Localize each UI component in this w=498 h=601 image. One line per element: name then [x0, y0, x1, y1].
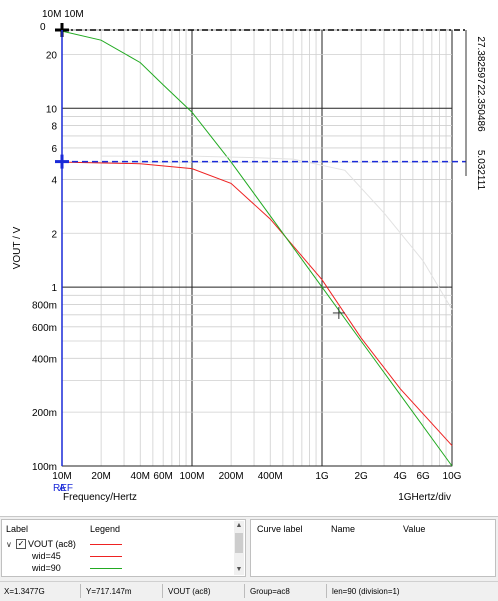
x-tick-label: 2G: [354, 471, 368, 482]
legend-line-icon: [90, 544, 122, 545]
x-tick-label: 10G: [443, 471, 462, 482]
y-tick-label: 600m: [32, 323, 57, 334]
a-marker-label: A: [59, 483, 66, 494]
chevron-down-icon[interactable]: ∨: [6, 539, 12, 549]
measure-ref: 27.382597: [475, 36, 486, 84]
status-group: Group=ac8: [250, 587, 290, 596]
legend-item-label: wid=45: [32, 551, 61, 561]
waveform-plot[interactable]: 10M 20M 40M 60M 100M 200M 400M 1G 2G 4G 6G 10G 100m 2…: [0, 0, 498, 516]
y-tick-label: 20: [46, 50, 58, 61]
status-len: len=90 (division=1): [332, 587, 400, 596]
scroll-up-icon[interactable]: ▲: [235, 522, 243, 529]
legend-item-label: wid=90: [32, 563, 61, 573]
curve-table-col-label: Curve label: [257, 524, 303, 534]
top-zero-label: 0: [40, 22, 46, 33]
x-tick-label: 400M: [258, 471, 283, 482]
status-separator: [162, 584, 163, 598]
status-separator: [326, 584, 327, 598]
curve-wid-90: [61, 30, 453, 467]
x-tick-label: 200M: [219, 471, 244, 482]
status-separator: [80, 584, 81, 598]
top-time-label: 10M 10M: [42, 9, 84, 20]
x-tick-label: 20M: [91, 471, 110, 482]
curve-table-col-value: Value: [403, 524, 426, 534]
x-tick-label: 1G: [315, 471, 329, 482]
checkbox-icon[interactable]: ✓: [16, 539, 26, 549]
status-signal: VOUT (ac8): [168, 587, 211, 596]
status-y: Y=717.147m: [86, 587, 132, 596]
y-tick-label: 1: [51, 283, 57, 294]
waveform-plot-window[interactable]: 10M 20M 40M 60M 100M 200M 400M 1G 2G 4G 6G 10G 100m 2…: [0, 0, 498, 517]
curve-table[interactable]: Curve label Name Value: [250, 519, 496, 577]
curve-wid-45: [61, 161, 453, 446]
status-separator: [244, 584, 245, 598]
measure-a: 5.032111: [475, 150, 486, 191]
x-tick-label: 4G: [394, 471, 408, 482]
legend-item[interactable]: wid=45: [32, 550, 61, 562]
plot-area[interactable]: [61, 29, 453, 467]
legend-panel[interactable]: Label Legend ∨ ✓ VOUT (ac8) wid=45 wid=9…: [1, 519, 246, 577]
status-bar: X=1.3477G Y=717.147m VOUT (ac8) Group=ac…: [0, 581, 498, 601]
legend-scrollbar[interactable]: ▲ ▼: [234, 521, 244, 575]
x-tick-label: 10M: [52, 471, 71, 482]
ghost-curve: [101, 155, 453, 310]
ref-marker-label: REF: [53, 483, 73, 494]
legend-line-icon: [90, 568, 122, 569]
y-tick-label: 100m: [32, 462, 57, 473]
scroll-down-icon[interactable]: ▼: [235, 566, 243, 573]
curve-table-col-name: Name: [331, 524, 356, 534]
bottom-pane: Label Legend ∨ ✓ VOUT (ac8) wid=45 wid=9…: [0, 517, 498, 579]
y-tick-label: 10: [46, 104, 58, 115]
legend-line-icon: [90, 556, 122, 557]
legend-header-label: Label: [6, 524, 29, 534]
y-tick-label: 8: [51, 122, 57, 133]
x-tick-label: 100M: [179, 471, 204, 482]
y-tick-label: 200m: [32, 408, 57, 419]
legend-root-row[interactable]: ∨ ✓ VOUT (ac8): [6, 538, 76, 550]
legend-item[interactable]: wid=90: [32, 562, 61, 574]
x-tick-label: 6G: [416, 471, 430, 482]
x-div-label: 1GHertz/div: [398, 492, 451, 503]
x-axis-title: Frequency/Hertz: [63, 492, 137, 503]
legend-header-legend: Legend: [90, 524, 121, 534]
y-tick-label: 800m: [32, 300, 57, 311]
x-tick-label: 60M: [153, 471, 172, 482]
y-tick-label: 2: [51, 229, 57, 240]
x-tick-label: 40M: [131, 471, 150, 482]
legend-root-label: VOUT (ac8): [28, 539, 76, 549]
y-tick-label: 400m: [32, 354, 57, 365]
scroll-thumb[interactable]: [235, 533, 243, 553]
measure-delta: 22.350486: [475, 84, 486, 132]
y-axis-title: VOUT / V: [12, 226, 23, 269]
y-tick-label: 4: [51, 175, 57, 186]
y-tick-label: 6: [51, 144, 57, 155]
status-x: X=1.3477G: [4, 587, 45, 596]
